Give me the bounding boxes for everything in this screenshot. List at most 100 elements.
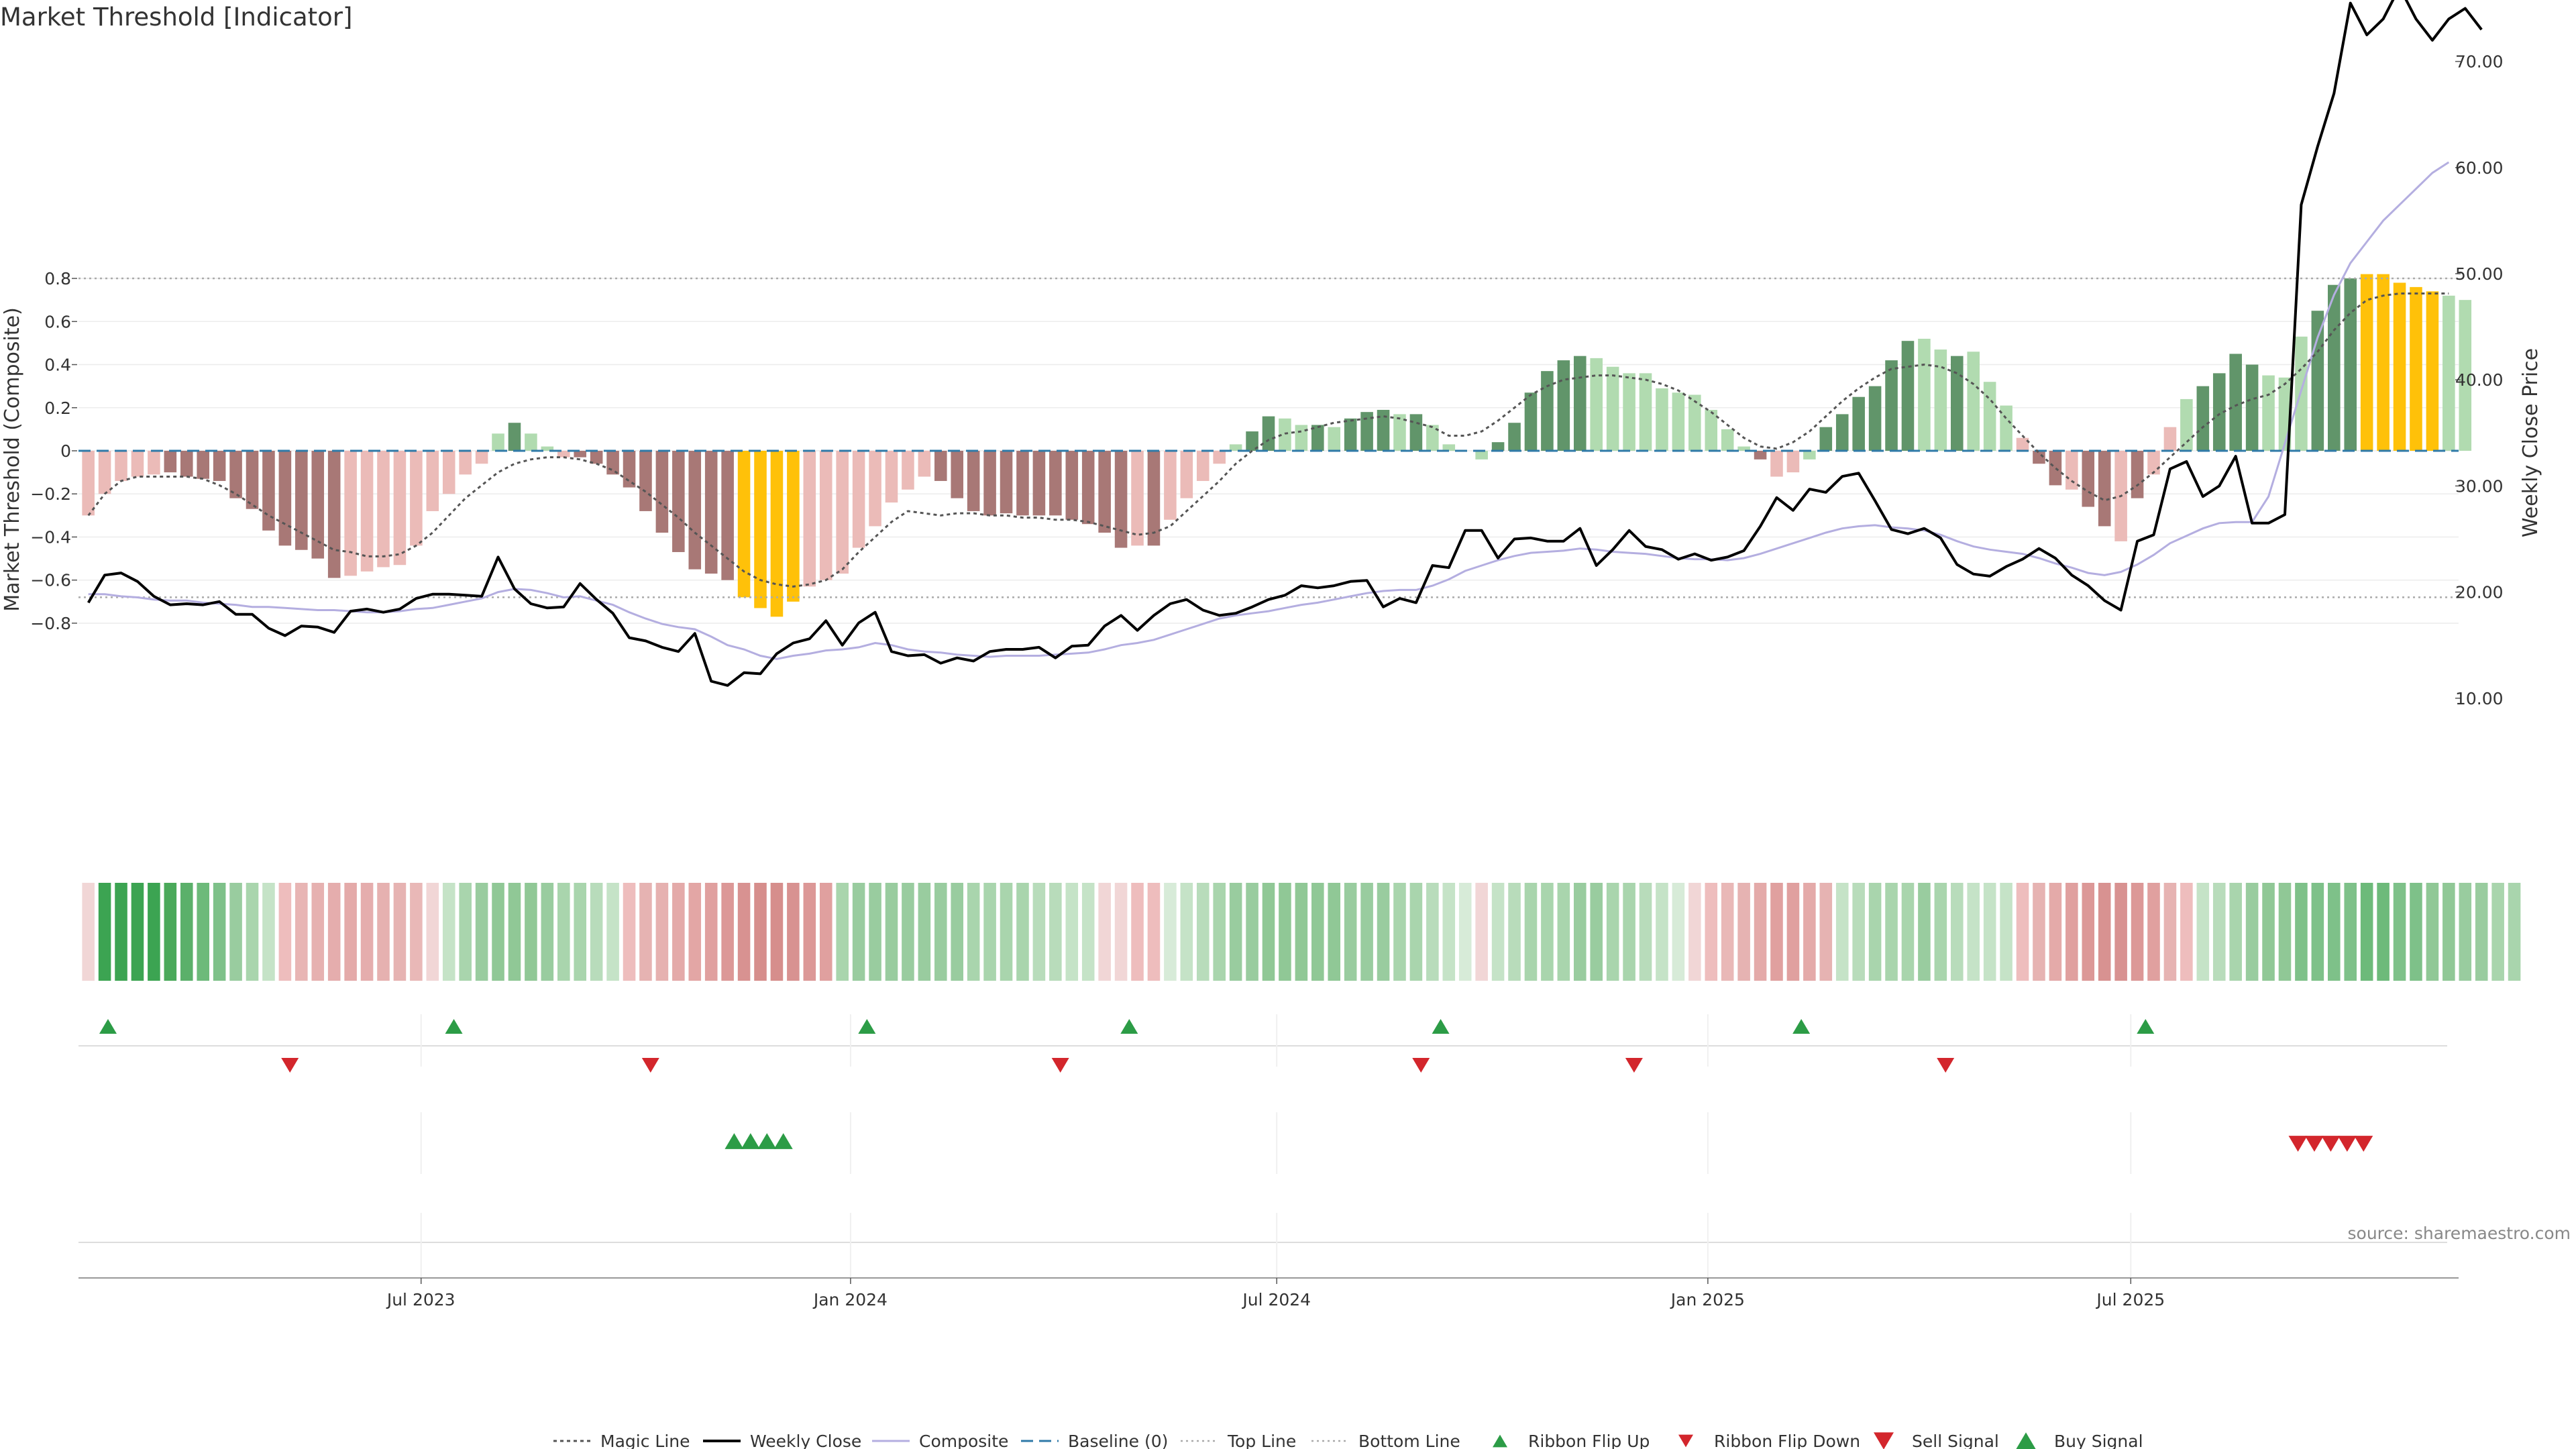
composite-bar [2360,274,2373,451]
composite-bar [98,451,111,494]
composite-bar [1541,371,1554,451]
ribbon-segment [426,883,439,981]
composite-bar [934,451,947,481]
ribbon-segment [1311,883,1324,981]
y-tick-label: 0.6 [44,312,71,331]
ribbon-segment [1573,883,1587,981]
ribbon-segment [1246,883,1258,981]
legend-label: Bottom Line [1358,1432,1460,1449]
composite-bar [1590,358,1603,451]
composite-bar [1491,442,1505,451]
composite-bar [1065,451,1079,520]
ribbon-segment [2229,883,2242,981]
ribbon-segment [1442,883,1456,981]
ribbon-segment [180,883,193,981]
ribbon-segment [262,883,275,981]
composite-bar [1508,423,1521,451]
composite-bar [983,451,996,516]
legend: Magic Line Weekly Close Composite Baseline … [553,1432,2143,1449]
buy-signal-marker [773,1133,793,1149]
ribbon-segment [508,883,521,981]
composite-bar [180,451,193,477]
ribbon-segment [2212,883,2226,981]
composite-bar [2180,398,2193,451]
composite-bar [1164,451,1177,520]
ribbon-segment [574,883,587,981]
ribbon-segment [327,883,341,981]
reference-lines [78,277,2459,598]
legend-label: Buy Signal [2054,1432,2143,1449]
ribbon-segment [246,883,259,981]
ribbon-segment [2245,883,2259,981]
legend-label: Ribbon Flip Down [1714,1432,1860,1449]
y-tick-label: −0.8 [30,614,71,633]
composite-bar [1803,451,1816,460]
legend-item: Ribbon Flip Up [1493,1432,1650,1449]
ribbon-segment [2196,883,2210,981]
composite-bar [869,451,881,527]
ribbon-segment [2426,883,2439,981]
y-tick-label: 0.8 [44,269,71,288]
ribbon-segment [1377,883,1390,981]
ribbon-segment [2082,883,2095,981]
ribbon-segment [951,883,964,981]
buy-signal-marker [724,1133,744,1149]
composite-bar [1114,451,1128,548]
composite-bar [1131,451,1144,546]
legend-swatch [2016,1432,2036,1449]
x-tick-label: Jul 2023 [386,1290,455,1309]
x-axis: Jul 2023 Jan 2024 Jul 2024 Jan 2025 Jul 2025 [78,1277,2459,1309]
composite-bar [606,451,619,475]
composite-bar [1016,451,1029,516]
ribbon-segment [1983,883,1996,981]
ribbon-segment [131,883,144,981]
composite-bar [2082,451,2095,507]
ribbon-segment [2016,883,2029,981]
composite-bar [557,451,570,458]
ribbon-segment [852,883,865,981]
ribbon-segment [1098,883,1111,981]
ribbon-segment [2475,883,2488,981]
ribbon-segment [1147,883,1161,981]
ribbon-segment [934,883,947,981]
ribbon-segment [1164,883,1177,981]
composite-bar [1475,451,1488,460]
composite-bar [2328,284,2341,451]
ribbon-segment [1081,883,1095,981]
composite-bar [623,451,636,488]
ribbon-segment [82,883,95,981]
composite-bar [393,451,407,566]
ribbon-segment [2295,883,2308,981]
ribbon-segment [1491,883,1505,981]
legend-swatch [1493,1434,1507,1448]
ribbon-segment [377,883,390,981]
y2-tick-label: 50.00 [2455,264,2504,284]
ribbon-segment [655,883,669,981]
composite-bar [1868,386,1882,451]
ribbon-segment [1901,883,1915,981]
ribbon-segment [1819,883,1833,981]
composite-bar [1426,425,1439,451]
ribbon-segment [2278,883,2292,981]
ribbon-flip-down-marker [641,1057,659,1073]
composite-bar [1098,451,1111,533]
sell-signal-marker [2337,1136,2357,1152]
composite-bar [327,451,341,578]
ribbon-segment [2180,883,2193,981]
composite-bar [2443,295,2455,451]
ribbon-segment [770,883,784,981]
composite-bar [1656,388,1668,451]
composite-bar [459,451,472,475]
composite-bar [2033,451,2045,464]
ribbon-segment [1279,883,1291,981]
ribbon-segment [2377,883,2390,981]
ribbon-segment [1508,883,1521,981]
ribbon-flip-down-marker [1937,1057,1955,1073]
ribbon-segment [606,883,619,981]
composite-bar [410,451,423,546]
composite-bar [704,451,718,574]
composite-bar [1442,444,1456,451]
composite-bar [951,451,964,498]
y2-tick-label: 60.00 [2455,158,2504,178]
ribbon-segment [229,883,242,981]
